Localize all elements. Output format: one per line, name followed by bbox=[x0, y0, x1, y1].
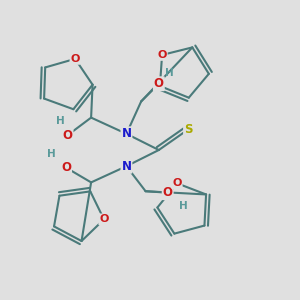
Text: H: H bbox=[179, 201, 188, 211]
Text: N: N bbox=[122, 127, 131, 140]
Text: H: H bbox=[165, 68, 173, 78]
Text: O: O bbox=[158, 50, 167, 60]
Text: O: O bbox=[99, 214, 109, 224]
Text: O: O bbox=[172, 178, 182, 188]
Text: H: H bbox=[56, 116, 64, 126]
Text: O: O bbox=[154, 77, 164, 90]
Text: S: S bbox=[184, 123, 193, 136]
Text: O: O bbox=[163, 186, 173, 199]
Text: N: N bbox=[122, 160, 131, 173]
Text: O: O bbox=[70, 54, 80, 64]
Text: H: H bbox=[47, 149, 56, 159]
Text: O: O bbox=[61, 161, 71, 174]
Text: O: O bbox=[63, 129, 73, 142]
